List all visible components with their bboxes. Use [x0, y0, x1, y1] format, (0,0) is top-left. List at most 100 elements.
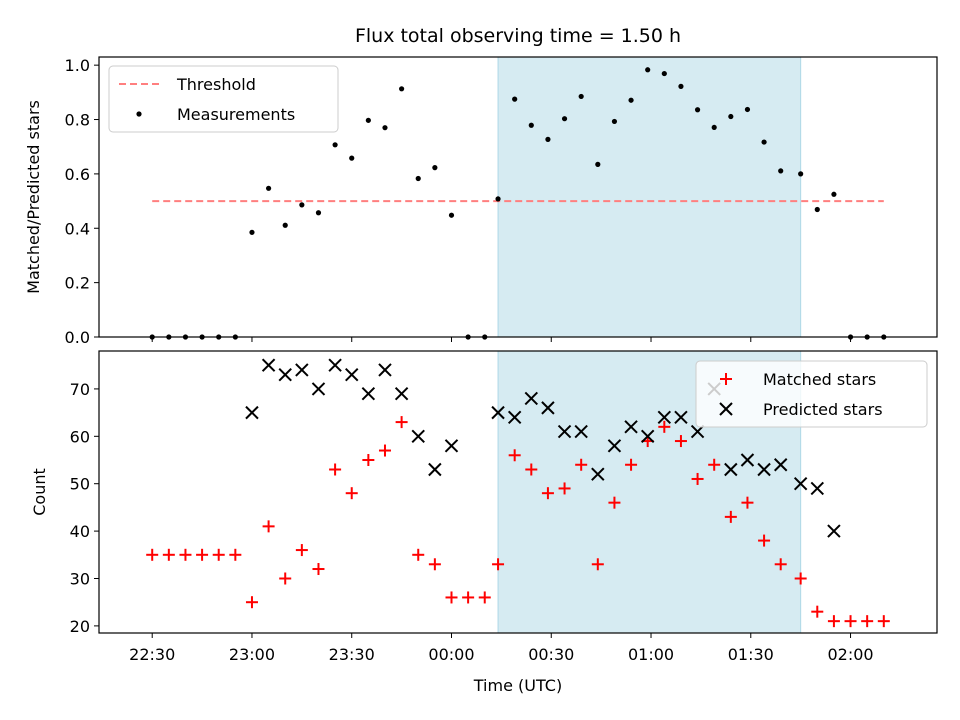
- measurement-point: [595, 161, 601, 167]
- measurement-point: [761, 139, 767, 145]
- predicted-star-point: [428, 462, 442, 477]
- matched-star-point: [508, 449, 521, 462]
- bottom-x-tick-label: 22:30: [129, 645, 175, 664]
- threshold-legend-label: Threshold: [176, 75, 256, 94]
- matched-star-point: [674, 435, 687, 448]
- bottom-x-ticks: 22:30 23:00 23:30 00:00 00:30 01:00 01:30 02:00: [129, 633, 874, 664]
- matched-star-point: [625, 458, 638, 471]
- measurement-point: [831, 191, 837, 197]
- matched-star-point: [827, 615, 840, 628]
- predicted-star-point: [278, 367, 292, 382]
- top-y-tick-label: 1.0: [65, 56, 90, 75]
- measurement-point: [349, 155, 355, 161]
- measurement-point: [661, 70, 667, 77]
- measurement-point: [611, 118, 618, 125]
- predicted-legend-label: Predicted stars: [763, 400, 883, 419]
- predicted-star-point: [311, 382, 326, 396]
- matched-legend-swatch: [720, 373, 732, 385]
- matched-star-point: [492, 558, 505, 571]
- measurement-point: [432, 165, 438, 171]
- matched-star-point: [179, 548, 192, 561]
- top-y-tick-label: 0.2: [65, 274, 90, 293]
- matched-star-point: [877, 615, 890, 628]
- measurement-point: [265, 185, 272, 191]
- predicted-star-point: [827, 524, 841, 538]
- predicted-star-point: [245, 405, 259, 420]
- measurement-point: [744, 106, 751, 113]
- predicted-star-point: [491, 405, 505, 420]
- predicted-star-point: [557, 424, 572, 439]
- matched-star-point: [525, 463, 538, 476]
- top-legend-box: [108, 65, 339, 133]
- top-series-layer: [149, 67, 887, 340]
- measurement-point: [711, 124, 717, 131]
- bottom-x-tick-label: 00:00: [428, 645, 474, 664]
- matched-star-point: [329, 463, 342, 476]
- predicted-star-point: [328, 358, 342, 372]
- measurement-point: [415, 175, 421, 182]
- predicted-star-point: [295, 363, 309, 377]
- matched-star-point: [478, 591, 491, 604]
- bottom-y-axis-label: Count: [30, 468, 49, 516]
- measurement-point: [282, 222, 288, 228]
- measurement-point: [512, 96, 518, 102]
- measurement-point: [365, 117, 371, 123]
- top-y-ticks: 0.0 0.2 0.4 0.6 0.8 1.0: [65, 56, 99, 347]
- predicted-star-point: [574, 424, 588, 439]
- predicted-star-point: [261, 358, 276, 372]
- bottom-y-tick-label: 70: [70, 380, 90, 399]
- measurements-legend-label: Measurements: [177, 105, 295, 124]
- measurement-point: [798, 171, 804, 177]
- predicted-star-point: [361, 386, 376, 401]
- predicted-star-point: [591, 467, 605, 481]
- matched-star-point: [758, 534, 771, 547]
- predicted-star-point: [793, 476, 808, 491]
- bottom-x-tick-label: 01:00: [628, 645, 674, 664]
- bottom-y-ticks: 20 30 40 50 60 70: [70, 380, 99, 636]
- matched-star-point: [658, 420, 671, 433]
- measurement-point: [528, 122, 534, 128]
- measurement-point: [728, 113, 734, 120]
- chart-title: Flux total observing time = 1.50 h: [355, 25, 681, 47]
- top-y-axis-label: Matched/Predicted stars: [24, 100, 43, 294]
- bottom-x-tick-label: 23:30: [329, 645, 375, 664]
- bottom-x-tick-label: 02:00: [827, 645, 873, 664]
- predicted-star-point: [640, 429, 655, 444]
- matched-star-point: [395, 416, 408, 429]
- predicted-star-point: [624, 420, 638, 434]
- top-y-tick-label: 0.0: [65, 328, 90, 347]
- top-panel: 0.0 0.2 0.4 0.6 0.8 1.0 Flux total observing …: [24, 25, 938, 347]
- x-axis-label: Time (UTC): [473, 676, 562, 695]
- predicted-legend-swatch: [719, 402, 733, 416]
- measurement-point: [249, 229, 255, 235]
- predicted-star-point: [740, 453, 755, 467]
- predicted-star-point: [524, 391, 539, 406]
- predicted-star-point: [394, 386, 409, 401]
- measurements-legend-swatch: [136, 111, 142, 117]
- predicted-star-point: [444, 439, 459, 453]
- matched-star-point: [295, 544, 308, 557]
- measurement-point: [382, 125, 388, 131]
- matched-star-point: [462, 591, 475, 604]
- measurement-point: [399, 86, 405, 92]
- measurement-point: [495, 196, 501, 202]
- top-plot-frame: [98, 56, 938, 338]
- measurement-point: [315, 210, 322, 216]
- matched-star-point: [212, 548, 225, 561]
- matched-star-point: [362, 454, 375, 467]
- matched-star-point: [262, 520, 275, 533]
- measurement-point: [561, 116, 568, 122]
- measurement-point: [299, 202, 305, 208]
- predicted-star-point: [378, 363, 392, 377]
- matched-star-point: [861, 615, 874, 628]
- bottom-y-tick-label: 50: [70, 475, 90, 494]
- predicted-star-point: [411, 429, 425, 444]
- bottom-plot-frame: [98, 350, 938, 634]
- matched-star-point: [724, 510, 737, 523]
- top-y-tick-label: 0.6: [65, 165, 90, 184]
- bottom-x-tick-label: 23:00: [229, 645, 275, 664]
- matched-star-point: [229, 548, 242, 561]
- matched-star-point: [608, 496, 621, 509]
- matched-star-point: [245, 596, 258, 609]
- measurement-point: [628, 97, 634, 103]
